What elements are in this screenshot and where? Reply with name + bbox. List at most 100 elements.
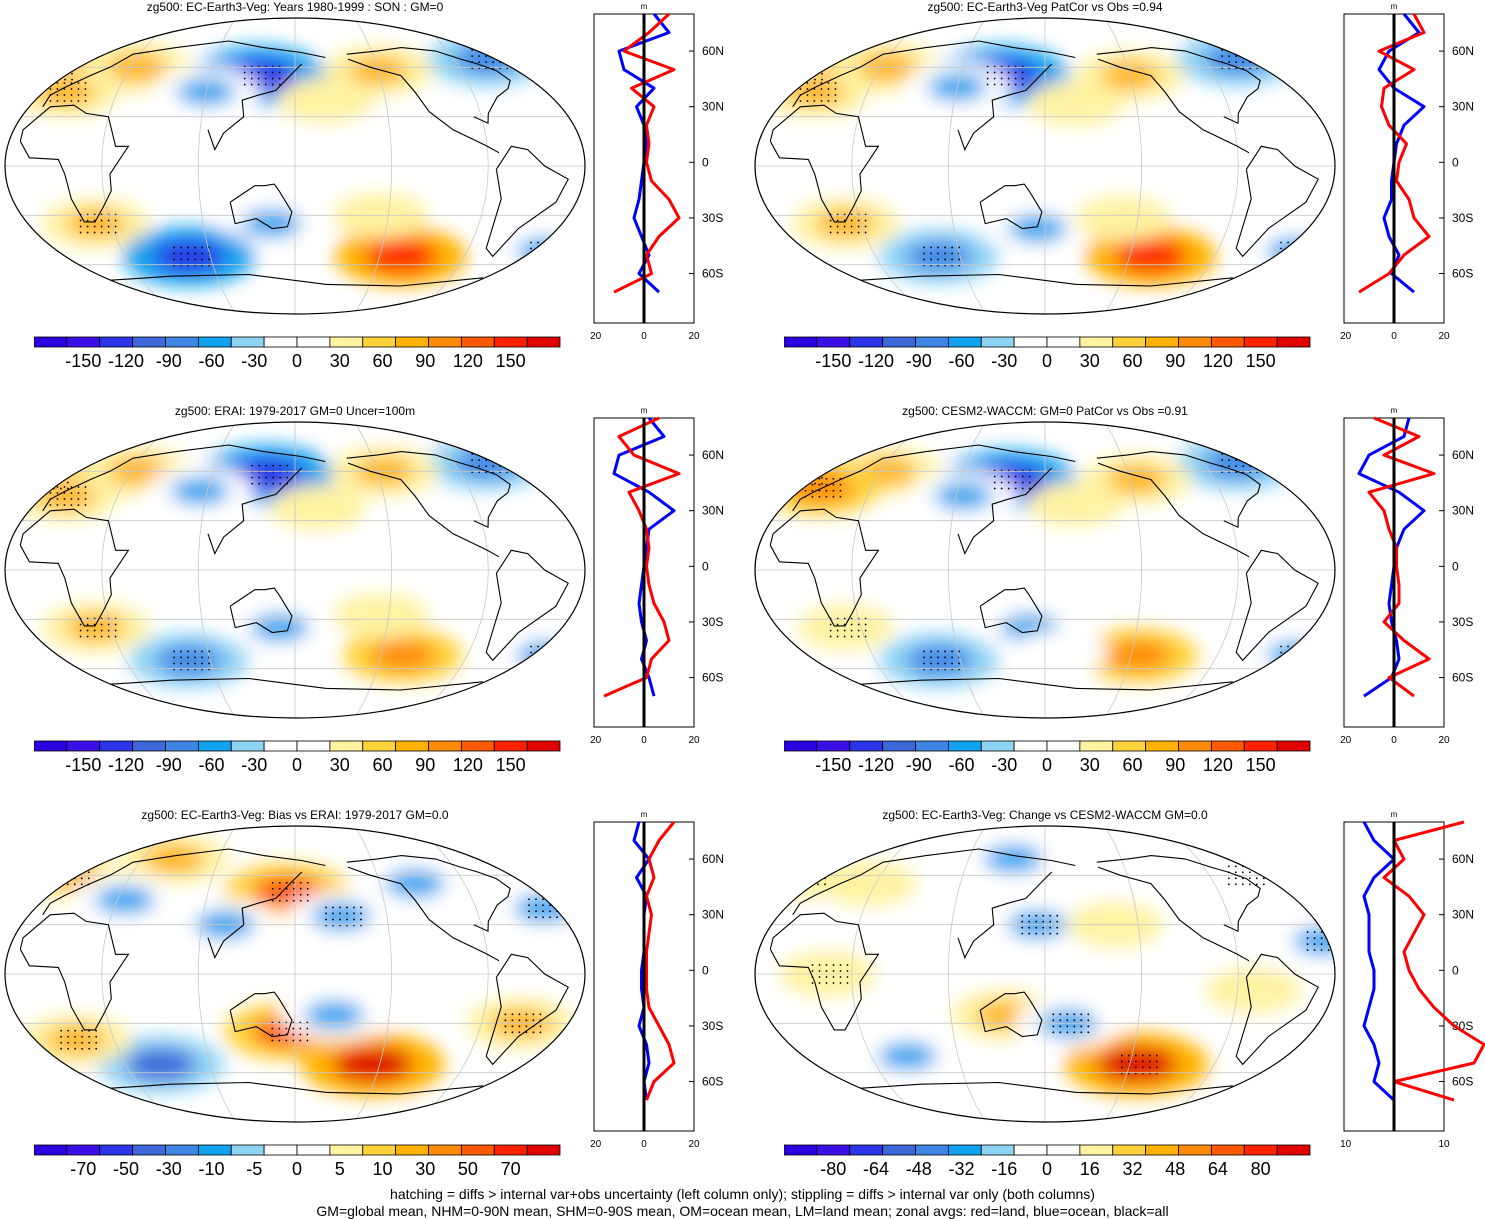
stipple-dot <box>796 883 798 886</box>
anomaly-core <box>144 844 204 873</box>
stipple-dot <box>839 976 842 978</box>
profile-x-tick-label: 20 <box>1438 331 1450 342</box>
stipple-dot <box>814 482 816 485</box>
stipple-dot <box>73 883 76 886</box>
stipple-dot <box>478 61 481 64</box>
colorbar-swatch <box>428 336 462 348</box>
stipple-dot <box>114 231 117 234</box>
stipple-dot <box>839 495 842 498</box>
stipple-dot <box>264 77 267 80</box>
stipple-dot <box>52 877 55 880</box>
stipple-dot <box>563 910 565 913</box>
map-border <box>4 421 586 719</box>
stipple-dot <box>271 887 274 890</box>
anomaly-core <box>364 239 438 274</box>
stipple-dot <box>36 78 38 81</box>
stipple-dot <box>1334 937 1335 940</box>
stipple-dot <box>542 916 544 919</box>
stipple-dot <box>558 247 560 250</box>
stipple-dot <box>796 877 798 880</box>
stipple-dot <box>265 482 268 485</box>
stipple-dot <box>535 916 537 919</box>
colorbar-swatch <box>296 1144 331 1156</box>
stipple-dot <box>43 78 45 81</box>
stipple-dot <box>81 1035 84 1038</box>
stipple-dot <box>1141 1054 1144 1057</box>
stipple-dot <box>793 60 795 63</box>
coastline <box>97 273 327 285</box>
coastline <box>1235 549 1319 662</box>
stipple-dot <box>485 61 488 64</box>
colorbar-swatch <box>1112 336 1147 348</box>
colorbar-swatch <box>460 336 495 348</box>
colorbar-tick-label: 50 <box>457 1159 478 1179</box>
stipple-dot <box>251 464 254 467</box>
stipple-dot <box>278 899 281 902</box>
stipple-dot <box>60 1047 63 1050</box>
stipple-dot <box>100 219 103 222</box>
stipple-dot <box>807 464 809 467</box>
stipple-dot <box>846 982 849 984</box>
stipple-dot <box>563 898 565 901</box>
stipple-dot <box>360 912 362 915</box>
longitude-gridline <box>354 826 393 1122</box>
colorbar-tick-label: 90 <box>415 755 436 775</box>
stipple-dot <box>64 78 66 81</box>
stipple-dot <box>56 94 59 96</box>
anomaly-core <box>125 1048 196 1081</box>
stipple-dot <box>114 629 117 632</box>
anomaly-core <box>906 645 972 676</box>
colorbar-tick-label: 150 <box>1245 351 1276 371</box>
colorbar-swatch <box>362 336 397 348</box>
stipple-dot <box>1301 253 1303 256</box>
stipple-dot <box>1315 247 1317 250</box>
stipple-dot <box>818 982 821 984</box>
stipple-dot <box>811 483 814 486</box>
stipple-dot <box>59 883 62 886</box>
stipple-dot <box>272 464 275 467</box>
colorbar-swatch <box>99 336 134 348</box>
profile-y-tick-label: 30S <box>702 211 723 225</box>
colorbar-swatch <box>329 336 364 348</box>
colorbar-swatch <box>263 336 298 348</box>
colorbar-swatch <box>1178 740 1212 752</box>
stipple-dot <box>1014 481 1017 484</box>
stipple-dot <box>107 219 110 222</box>
stipple-dot <box>811 489 814 492</box>
profile-unit-label: m <box>641 2 648 11</box>
colorbar-tick-label: -150 <box>815 351 852 371</box>
stipple-dot <box>56 486 59 488</box>
profile-x-tick-label: 20 <box>688 331 700 342</box>
stipple-dot <box>1234 883 1237 886</box>
stipple-dot <box>79 635 82 638</box>
land-zonal-line <box>613 12 681 294</box>
stipple-dot <box>1313 943 1316 946</box>
coastline <box>847 677 1077 689</box>
stipple-dot <box>1320 949 1323 952</box>
colorbar-tick-label: -64 <box>863 1159 890 1179</box>
stipple-dot <box>1052 1013 1055 1016</box>
stipple-dot <box>832 970 835 972</box>
stipple-dot <box>173 662 175 665</box>
stipple-dot <box>796 865 798 868</box>
colorbar-swatch <box>493 336 528 348</box>
stipple-dot <box>194 258 196 261</box>
stipple-dot <box>257 77 260 80</box>
stipple-dot <box>88 1035 91 1038</box>
stipple-dot <box>49 100 52 102</box>
stipple-dot <box>944 662 946 665</box>
profile-y-tick-label: 60S <box>702 267 723 281</box>
stipple-dot <box>993 77 996 80</box>
stipple-dot <box>1021 475 1024 478</box>
stipple-dot <box>1315 645 1317 648</box>
stipple-dot <box>1249 459 1252 462</box>
stipple-dot <box>114 225 117 228</box>
colorbar-swatch <box>882 740 916 752</box>
anomaly-core <box>454 43 520 75</box>
stipple-dot <box>1134 1060 1137 1063</box>
stipple-dot <box>807 476 809 479</box>
stipple-dot <box>353 912 355 915</box>
colorbar-swatch <box>230 740 265 752</box>
stipple-dot <box>50 78 52 81</box>
